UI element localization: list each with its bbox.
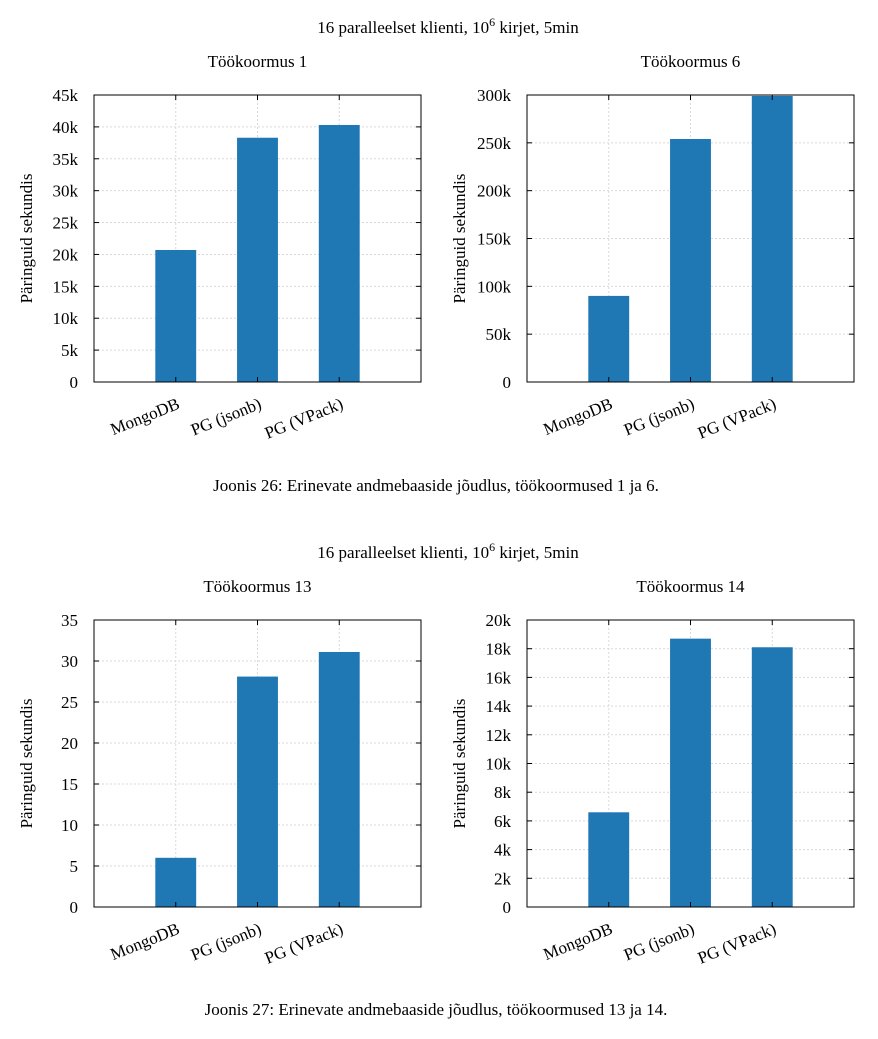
bar-mongodb <box>588 812 630 907</box>
y-tick-label: 25 <box>61 693 78 712</box>
x-tick-label: PG (jsonb) <box>188 394 264 439</box>
suptitle-figure-26: 16 paralleelset klienti, 106 kirjet, 5mi… <box>317 15 579 37</box>
y-tick-label: 45k <box>53 86 79 105</box>
y-tick-label: 150k <box>477 230 512 249</box>
y-tick-label: 20 <box>61 734 78 753</box>
y-tick-label: 100k <box>477 277 512 296</box>
x-tick-label: PG (VPack) <box>262 919 346 968</box>
y-tick-label: 4k <box>494 841 512 860</box>
y-axis-label: Päringuid sekundis <box>17 174 36 304</box>
y-tick-label: 0 <box>70 898 79 917</box>
y-tick-label: 30 <box>61 652 78 671</box>
x-tick-label: PG (jsonb) <box>188 919 264 964</box>
y-tick-label: 10k <box>53 309 79 328</box>
y-tick-label: 40k <box>53 118 79 137</box>
bar-pg-jsonb <box>670 139 711 382</box>
y-tick-label: 10k <box>486 755 512 774</box>
y-tick-label: 18k <box>486 640 512 659</box>
y-tick-label: 16k <box>486 668 512 687</box>
y-tick-label: 25k <box>53 214 79 233</box>
bar-pg-jsonb <box>237 137 278 382</box>
chart-title: Töökoormus 13 <box>203 577 311 596</box>
chart-workload-13: 0 5 10 15 20 25 30 35 MongoDB PG (jsonb)PG (VPack… <box>17 577 422 968</box>
x-tick-label: MongoDB <box>108 394 183 439</box>
y-tick-label: 35 <box>61 611 78 630</box>
y-tick-label: 200k <box>477 182 512 201</box>
bar-pg-vpack <box>318 651 360 907</box>
y-axis-label: Päringuid sekundis <box>450 174 469 304</box>
bar-pg-vpack <box>318 124 360 382</box>
y-tick-label: 250k <box>477 134 512 153</box>
y-axis-label: Päringuid sekundis <box>450 699 469 829</box>
x-tick-label: PG (VPack) <box>695 394 779 443</box>
bar-mongodb <box>155 249 197 382</box>
y-tick-label: 20k <box>486 611 512 630</box>
x-tick-label: PG (jsonb) <box>621 919 697 964</box>
chart-workload-6: 0 50k 100k 150k 200k 250k 300k MongoDB PG (jsonb… <box>450 52 855 443</box>
y-tick-label: 15 <box>61 775 78 794</box>
bar-pg-jsonb <box>670 638 711 907</box>
y-tick-label: 12k <box>486 726 512 745</box>
caption-figure-27: Joonis 27: Erinevate andmebaaside jõudlu… <box>205 1000 668 1019</box>
caption-figure-26: Joonis 26: Erinevate andmebaaside jõudlu… <box>213 476 659 495</box>
x-tick-label: PG (VPack) <box>262 394 346 443</box>
y-tick-label: 15k <box>53 277 79 296</box>
y-tick-label: 35k <box>53 150 79 169</box>
x-tick-label: MongoDB <box>108 919 183 964</box>
chart-title: Töökoormus 1 <box>208 52 308 71</box>
y-tick-label: 10 <box>61 816 78 835</box>
x-tick-label: MongoDB <box>541 919 616 964</box>
y-tick-label: 30k <box>53 182 79 201</box>
chart-workload-14: 0 2k 4k 6k 8k 10k 12k 14k 16k 18k 20k MongoDB PG (js… <box>450 577 855 968</box>
y-tick-label: 5 <box>70 857 79 876</box>
chart-workload-1: 0 5k 10k 15k 20k 25k 30k 35k 40k 45k MongoDB PG (js… <box>17 52 422 443</box>
suptitle-figure-27: 16 paralleelset klienti, 106 kirjet, 5mi… <box>317 540 579 562</box>
y-tick-label: 14k <box>486 697 512 716</box>
y-tick-label: 300k <box>477 86 512 105</box>
y-tick-label: 0 <box>503 373 512 392</box>
y-tick-label: 0 <box>503 898 512 917</box>
y-tick-label: 5k <box>61 341 79 360</box>
y-tick-label: 2k <box>494 869 512 888</box>
bar-mongodb <box>588 295 630 382</box>
bar-pg-jsonb <box>237 676 278 907</box>
y-tick-label: 0 <box>70 373 79 392</box>
bar-pg-vpack <box>751 95 793 382</box>
x-tick-label: PG (VPack) <box>695 919 779 968</box>
y-tick-label: 50k <box>486 325 512 344</box>
y-tick-label: 6k <box>494 812 512 831</box>
chart-title: Töökoormus 14 <box>636 577 745 596</box>
x-tick-label: MongoDB <box>541 394 616 439</box>
bar-pg-vpack <box>751 647 793 907</box>
x-tick-label: PG (jsonb) <box>621 394 697 439</box>
bar-mongodb <box>155 857 197 907</box>
y-tick-label: 20k <box>53 245 79 264</box>
chart-title: Töökoormus 6 <box>641 52 741 71</box>
y-tick-label: 8k <box>494 783 512 802</box>
y-axis-label: Päringuid sekundis <box>17 699 36 829</box>
